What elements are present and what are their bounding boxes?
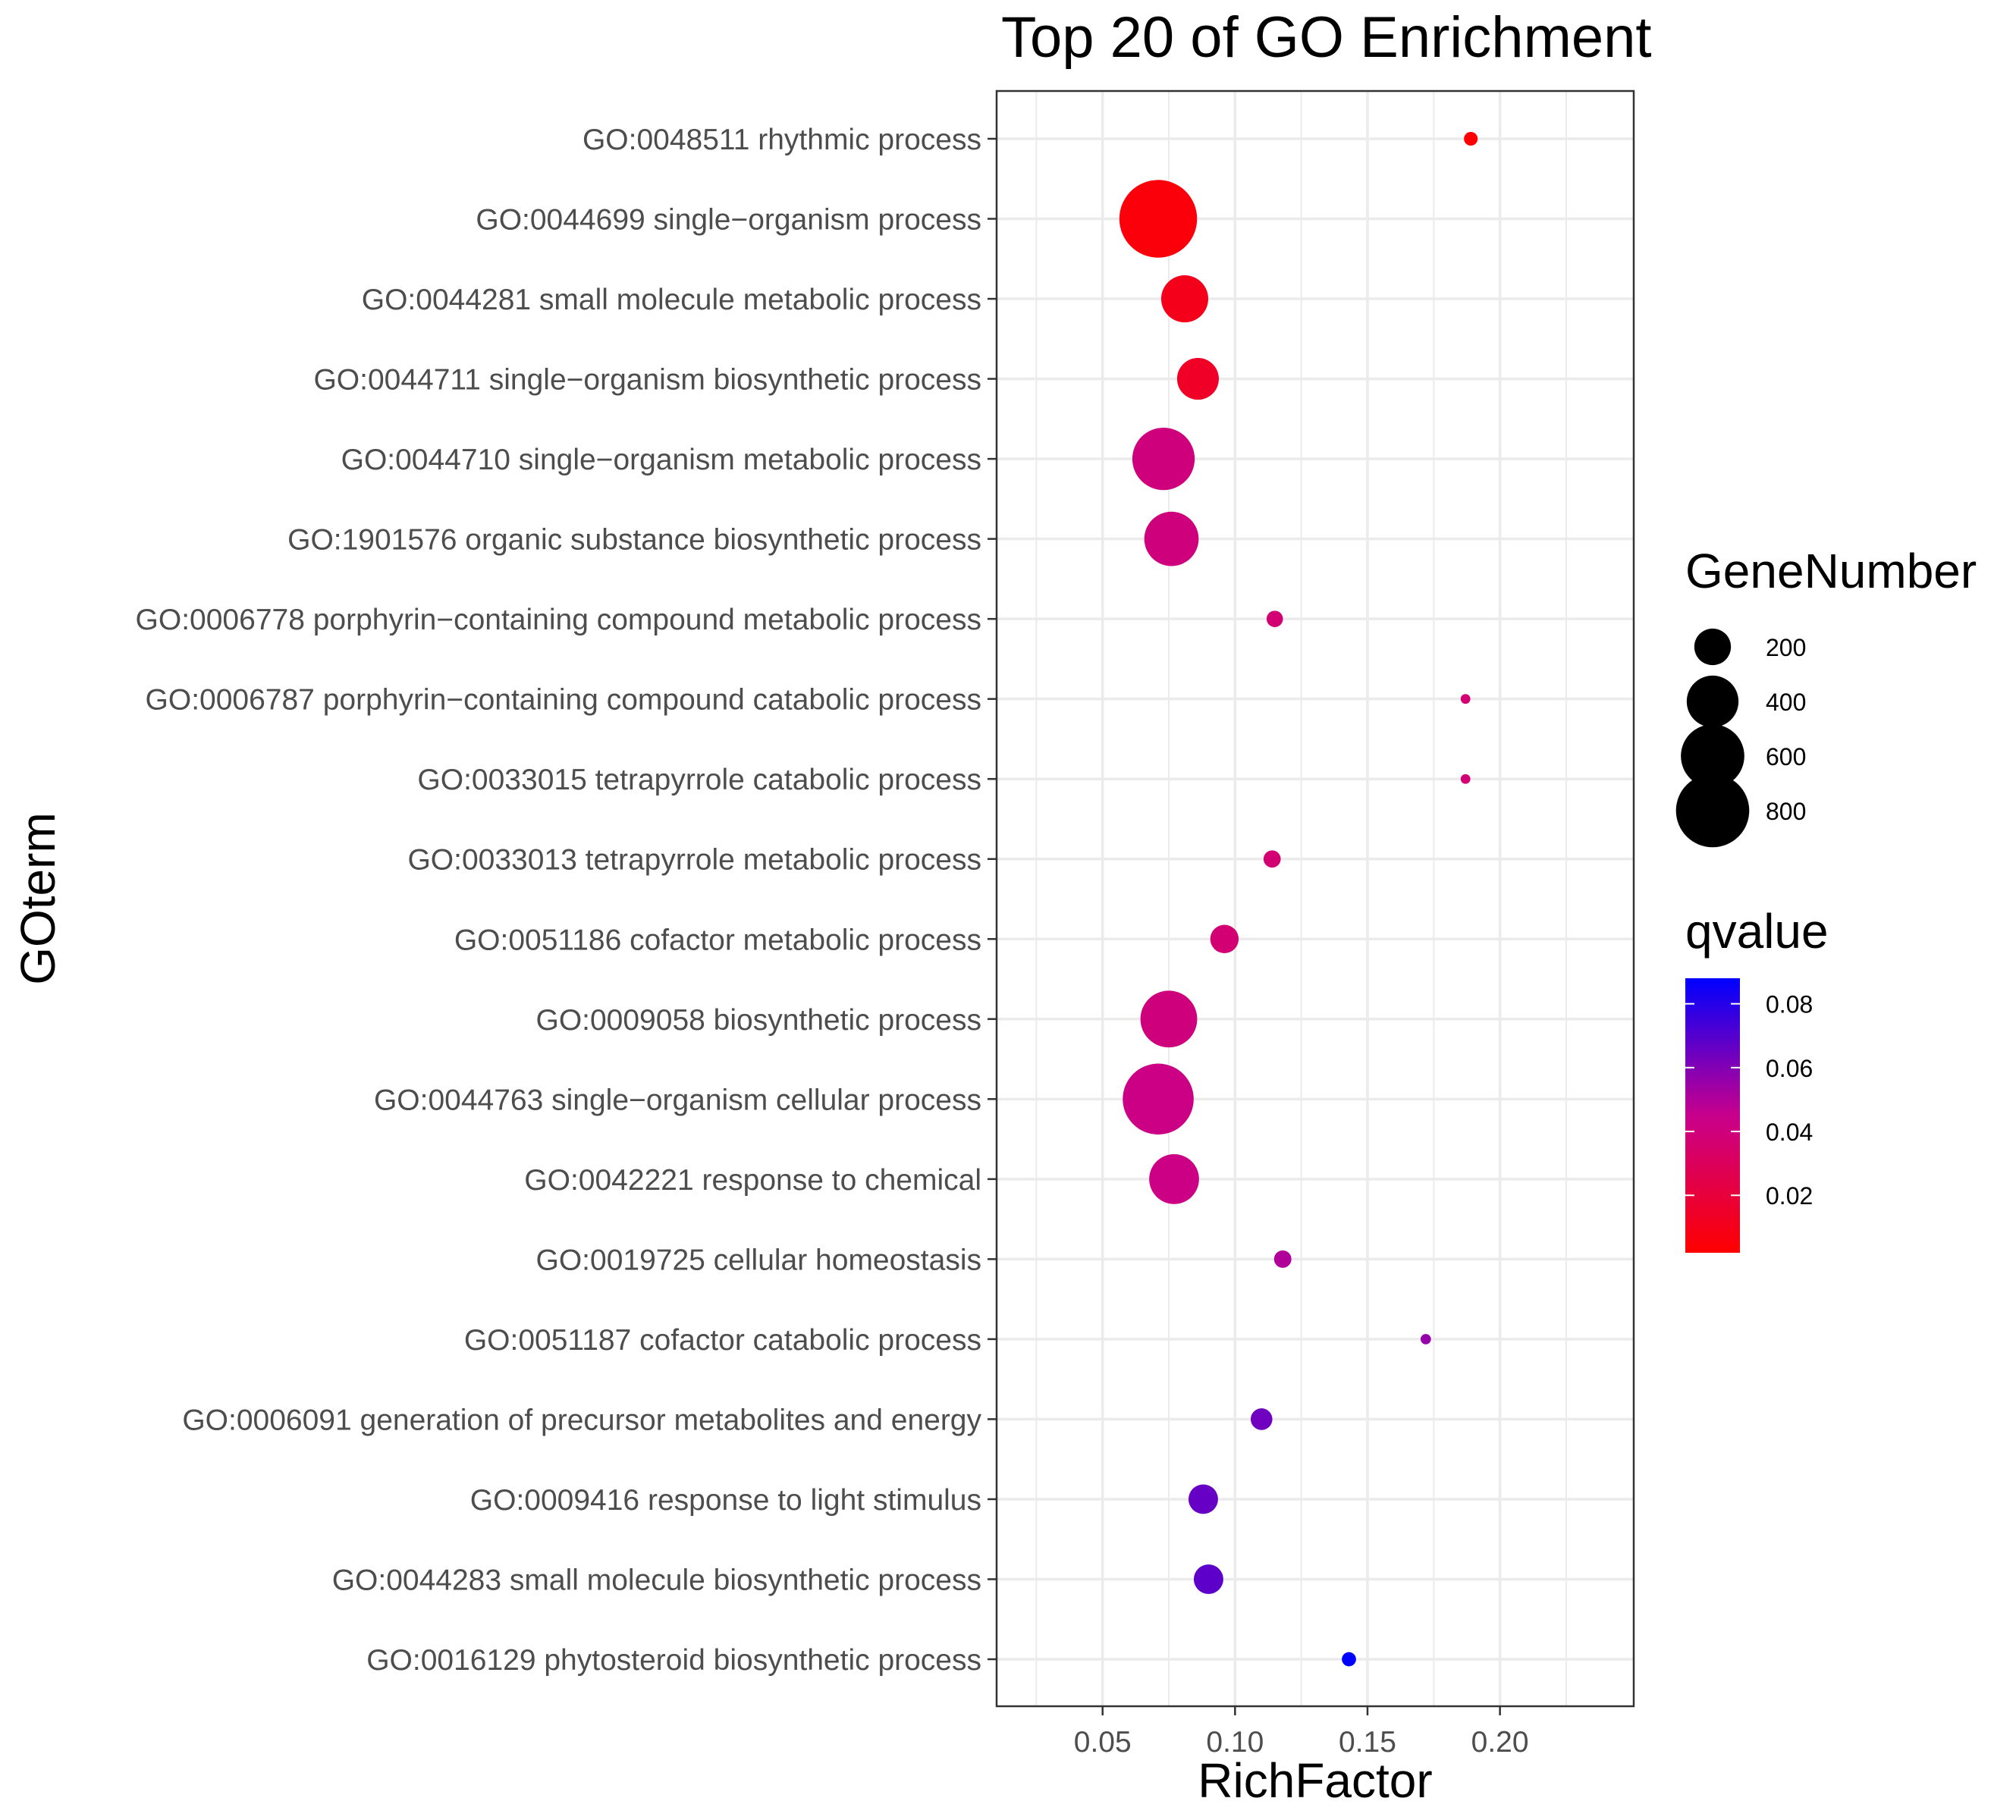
y-tick-label: GO:0009416 response to light stimulus bbox=[470, 1484, 981, 1517]
qvalue-colorbar bbox=[1685, 978, 1740, 1253]
gridlines bbox=[997, 91, 1634, 1706]
data-point bbox=[1123, 1063, 1194, 1135]
y-tick-label: GO:0006778 porphyrin−containing compound… bbox=[136, 604, 981, 636]
y-tick-label: GO:0044281 small molecule metabolic proc… bbox=[362, 284, 981, 316]
data-point bbox=[1188, 1484, 1218, 1514]
x-tick-label: 0.20 bbox=[1471, 1726, 1529, 1759]
chart-title: Top 20 of GO Enrichment bbox=[1001, 5, 1652, 70]
y-tick-label: GO:0044711 single−organism biosynthetic … bbox=[313, 364, 981, 397]
colorbar-tick-label: 0.06 bbox=[1766, 1055, 1813, 1082]
data-point bbox=[1460, 774, 1471, 784]
y-tick-label: GO:0033015 tetrapyrrole catabolic proces… bbox=[417, 764, 981, 796]
size-legend-key bbox=[1681, 724, 1744, 788]
size-legend-key bbox=[1686, 675, 1739, 728]
colorbar-tick-label: 0.04 bbox=[1766, 1119, 1813, 1146]
x-tick-label: 0.10 bbox=[1206, 1726, 1264, 1759]
size-legend-label: 400 bbox=[1766, 689, 1806, 716]
data-point bbox=[1266, 610, 1283, 627]
colorbar-tick-label: 0.08 bbox=[1766, 991, 1813, 1018]
data-point bbox=[1250, 1408, 1273, 1430]
data-point bbox=[1140, 990, 1198, 1048]
y-axis-tick-labels: GO:0048511 rhythmic process GO:0044699 si… bbox=[136, 124, 982, 1677]
legend-color-title: qvalue bbox=[1685, 904, 1829, 959]
data-point bbox=[1160, 275, 1209, 323]
x-tick-label: 0.05 bbox=[1074, 1726, 1132, 1759]
data-point bbox=[1263, 850, 1281, 868]
y-axis-ticks bbox=[988, 137, 997, 1661]
size-legend-label: 600 bbox=[1766, 743, 1806, 770]
y-tick-label: GO:0044283 small molecule biosynthetic p… bbox=[332, 1564, 981, 1596]
data-point bbox=[1149, 1153, 1199, 1204]
y-tick-label: GO:0051187 cofactor catabolic process bbox=[464, 1324, 981, 1357]
size-legend-key bbox=[1694, 628, 1732, 666]
y-tick-label: GO:0042221 response to chemical bbox=[524, 1164, 981, 1197]
x-axis-tick-labels: 0.05 0.10 0.15 0.20 bbox=[1074, 1726, 1529, 1759]
size-legend-label: 800 bbox=[1766, 798, 1806, 825]
data-point bbox=[1176, 358, 1219, 400]
y-tick-label: GO:0044710 single−organism metabolic pro… bbox=[341, 444, 981, 476]
y-tick-label: GO:0044763 single−organism cellular proc… bbox=[374, 1084, 981, 1116]
y-tick-label: GO:0006787 porphyrin−containing compound… bbox=[146, 684, 981, 717]
legend-size-title: GeneNumber bbox=[1685, 544, 1977, 598]
size-legend-label: 200 bbox=[1766, 634, 1806, 661]
data-point bbox=[1273, 1250, 1292, 1268]
data-point bbox=[1342, 1652, 1356, 1667]
data-point bbox=[1420, 1334, 1431, 1345]
data-point bbox=[1464, 131, 1478, 146]
x-tick-label: 0.15 bbox=[1339, 1726, 1396, 1759]
x-axis-title: RichFactor bbox=[1198, 1753, 1432, 1808]
colorbar-tick-label: 0.02 bbox=[1766, 1182, 1813, 1210]
data-point bbox=[1132, 427, 1195, 491]
data-point bbox=[1119, 180, 1198, 258]
data-points bbox=[1119, 131, 1478, 1667]
size-legend-entries: 200 400 600 800 bbox=[1675, 628, 1806, 848]
y-tick-label: GO:0009058 biosynthetic process bbox=[535, 1004, 981, 1037]
data-point bbox=[1460, 694, 1471, 704]
plot-panel-border bbox=[995, 89, 1635, 1708]
y-tick-label: GO:0016129 phytosteroid biosynthetic pro… bbox=[366, 1644, 981, 1677]
size-legend-key bbox=[1675, 774, 1750, 848]
data-point bbox=[1144, 511, 1199, 566]
data-point bbox=[1210, 924, 1239, 953]
plot-panel bbox=[997, 91, 1634, 1706]
y-tick-label: GO:0033013 tetrapyrrole metabolic proces… bbox=[407, 844, 981, 877]
y-tick-label: GO:0044699 single−organism process bbox=[476, 204, 981, 237]
y-tick-label: GO:0051186 cofactor metabolic process bbox=[454, 924, 981, 956]
colorbar-ticks: 0.08 0.06 0.04 0.02 bbox=[1685, 991, 1813, 1210]
y-tick-label: GO:0006091 generation of precursor metab… bbox=[182, 1404, 981, 1436]
y-tick-label: GO:1901576 organic substance biosyntheti… bbox=[287, 524, 981, 557]
x-axis-ticks bbox=[1101, 1706, 1501, 1715]
y-tick-label: GO:0019725 cellular homeostasis bbox=[536, 1244, 982, 1276]
data-point bbox=[1193, 1564, 1223, 1594]
y-axis-title: GOterm bbox=[11, 812, 65, 985]
y-tick-label: GO:0048511 rhythmic process bbox=[583, 124, 981, 156]
